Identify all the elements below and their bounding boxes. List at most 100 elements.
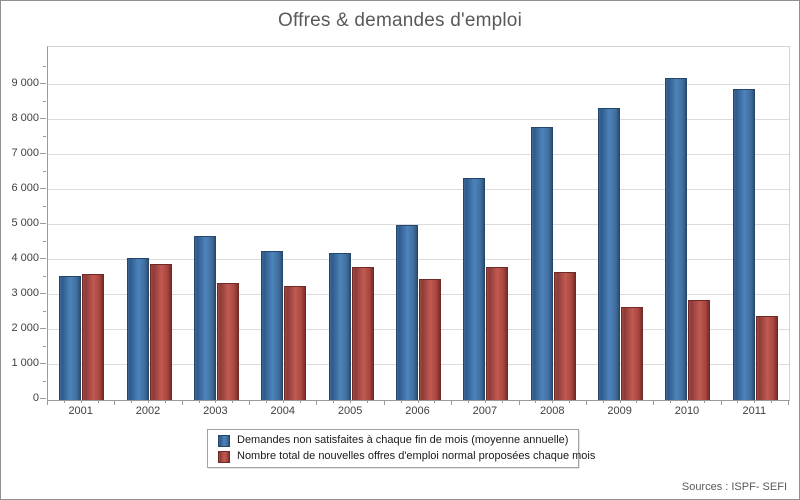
bar-group-2011 <box>722 47 789 400</box>
gridline <box>48 294 789 295</box>
bar-series0-2008 <box>530 127 553 400</box>
x-major-tick <box>114 400 116 405</box>
y-major-tick <box>40 83 46 84</box>
x-minor-tick <box>97 400 99 403</box>
y-axis-labels: 0 1 000 2 000 3 000 4 000 5 000 6 000 7 000 8 00… <box>1 46 39 404</box>
bar-group-2002 <box>115 47 182 400</box>
x-major-tick <box>316 400 318 405</box>
gridline <box>48 84 789 85</box>
x-minor-tick <box>299 400 301 403</box>
y-minor-tick <box>43 311 46 312</box>
bar-series0-2007 <box>463 178 486 400</box>
x-tick-label: 2009 <box>607 405 632 417</box>
y-major-tick <box>40 328 46 329</box>
bar-series1-2005 <box>351 267 374 400</box>
bar-series0-2001 <box>59 276 82 400</box>
x-tick-label: 2001 <box>68 405 93 417</box>
bar-group-2006 <box>385 47 452 400</box>
x-minor-tick <box>215 400 217 403</box>
y-minor-tick <box>43 206 46 207</box>
plot-area <box>47 46 790 401</box>
bar-group-2009 <box>587 47 654 400</box>
x-tick-label: 2002 <box>135 405 161 417</box>
bar-group-2010 <box>654 47 721 400</box>
x-minor-tick <box>619 400 621 403</box>
y-tick-label: 6 000 <box>11 182 39 194</box>
bar-group-2001 <box>48 47 115 400</box>
y-tick-label: 9 000 <box>11 77 39 89</box>
bar-series0-2009 <box>598 108 621 400</box>
bar-series0-2004 <box>261 251 284 400</box>
y-minor-tick <box>43 101 46 102</box>
source-note: Sources : ISPF- SEFI <box>681 481 787 493</box>
y-major-tick <box>40 363 46 364</box>
bar-series1-2004 <box>284 286 307 400</box>
y-tick-label: 2 000 <box>11 322 39 334</box>
x-minor-tick <box>282 400 284 403</box>
bar-series0-2003 <box>193 236 216 400</box>
x-major-tick <box>383 400 385 405</box>
x-minor-tick <box>232 400 234 403</box>
y-major-tick <box>40 293 46 294</box>
y-major-tick <box>40 118 46 119</box>
x-minor-tick <box>737 400 739 403</box>
bar-series1-2009 <box>621 307 644 400</box>
x-minor-tick <box>703 400 705 403</box>
y-minor-tick <box>43 346 46 347</box>
x-tick-label: 2008 <box>539 405 565 417</box>
x-minor-tick <box>80 400 82 403</box>
bar-series0-2011 <box>732 89 755 400</box>
gridline <box>48 364 789 365</box>
y-minor-tick <box>43 66 46 67</box>
x-minor-tick <box>417 400 419 403</box>
x-major-tick <box>653 400 655 405</box>
x-major-tick <box>720 400 722 405</box>
x-minor-tick <box>602 400 604 403</box>
bar-series1-2003 <box>216 283 239 400</box>
gridline <box>48 154 789 155</box>
x-axis-ticks <box>47 400 789 406</box>
x-major-tick <box>249 400 251 405</box>
y-major-tick <box>40 258 46 259</box>
bar-group-2003 <box>183 47 250 400</box>
x-minor-tick <box>333 400 335 403</box>
x-major-tick <box>788 400 789 405</box>
legend-row: Demandes non satisfaites à chaque fin de… <box>218 434 570 447</box>
bar-series1-2008 <box>553 272 576 400</box>
gridline <box>48 224 789 225</box>
x-minor-tick <box>434 400 436 403</box>
legend-label: Demandes non satisfaites à chaque fin de… <box>237 434 569 446</box>
y-minor-tick <box>43 276 46 277</box>
chart-title: Offres & demandes d'emploi <box>278 10 522 31</box>
x-major-tick <box>451 400 453 405</box>
x-minor-tick <box>501 400 503 403</box>
x-minor-tick <box>636 400 638 403</box>
bar-group-2007 <box>452 47 519 400</box>
gridline <box>48 189 789 190</box>
y-tick-label: 7 000 <box>11 147 39 159</box>
x-minor-tick <box>535 400 537 403</box>
x-tick-label: 2006 <box>405 405 430 417</box>
y-major-tick <box>40 153 46 154</box>
legend-swatch-series1 <box>218 450 230 463</box>
bar-series0-2002 <box>126 258 149 400</box>
x-axis-labels: 2001 2002 2003 2004 2005 2006 2007 2008 2009 2010… <box>47 405 788 419</box>
x-major-tick <box>518 400 520 405</box>
x-minor-tick <box>400 400 402 403</box>
bar-group-2005 <box>317 47 384 400</box>
y-minor-tick <box>43 241 46 242</box>
gridline <box>48 119 789 120</box>
x-major-tick <box>47 400 48 405</box>
y-minor-tick <box>43 136 46 137</box>
bar-series0-2010 <box>665 78 688 400</box>
y-tick-label: 5 000 <box>11 217 39 229</box>
y-minor-tick <box>43 381 46 382</box>
x-minor-tick <box>148 400 150 403</box>
bar-series1-2010 <box>688 300 711 400</box>
x-minor-tick <box>754 400 756 403</box>
y-tick-label: 0 <box>32 392 39 404</box>
y-tick-label: 4 000 <box>11 252 39 264</box>
bar-group-2004 <box>250 47 317 400</box>
legend-swatch-series0 <box>218 434 230 447</box>
